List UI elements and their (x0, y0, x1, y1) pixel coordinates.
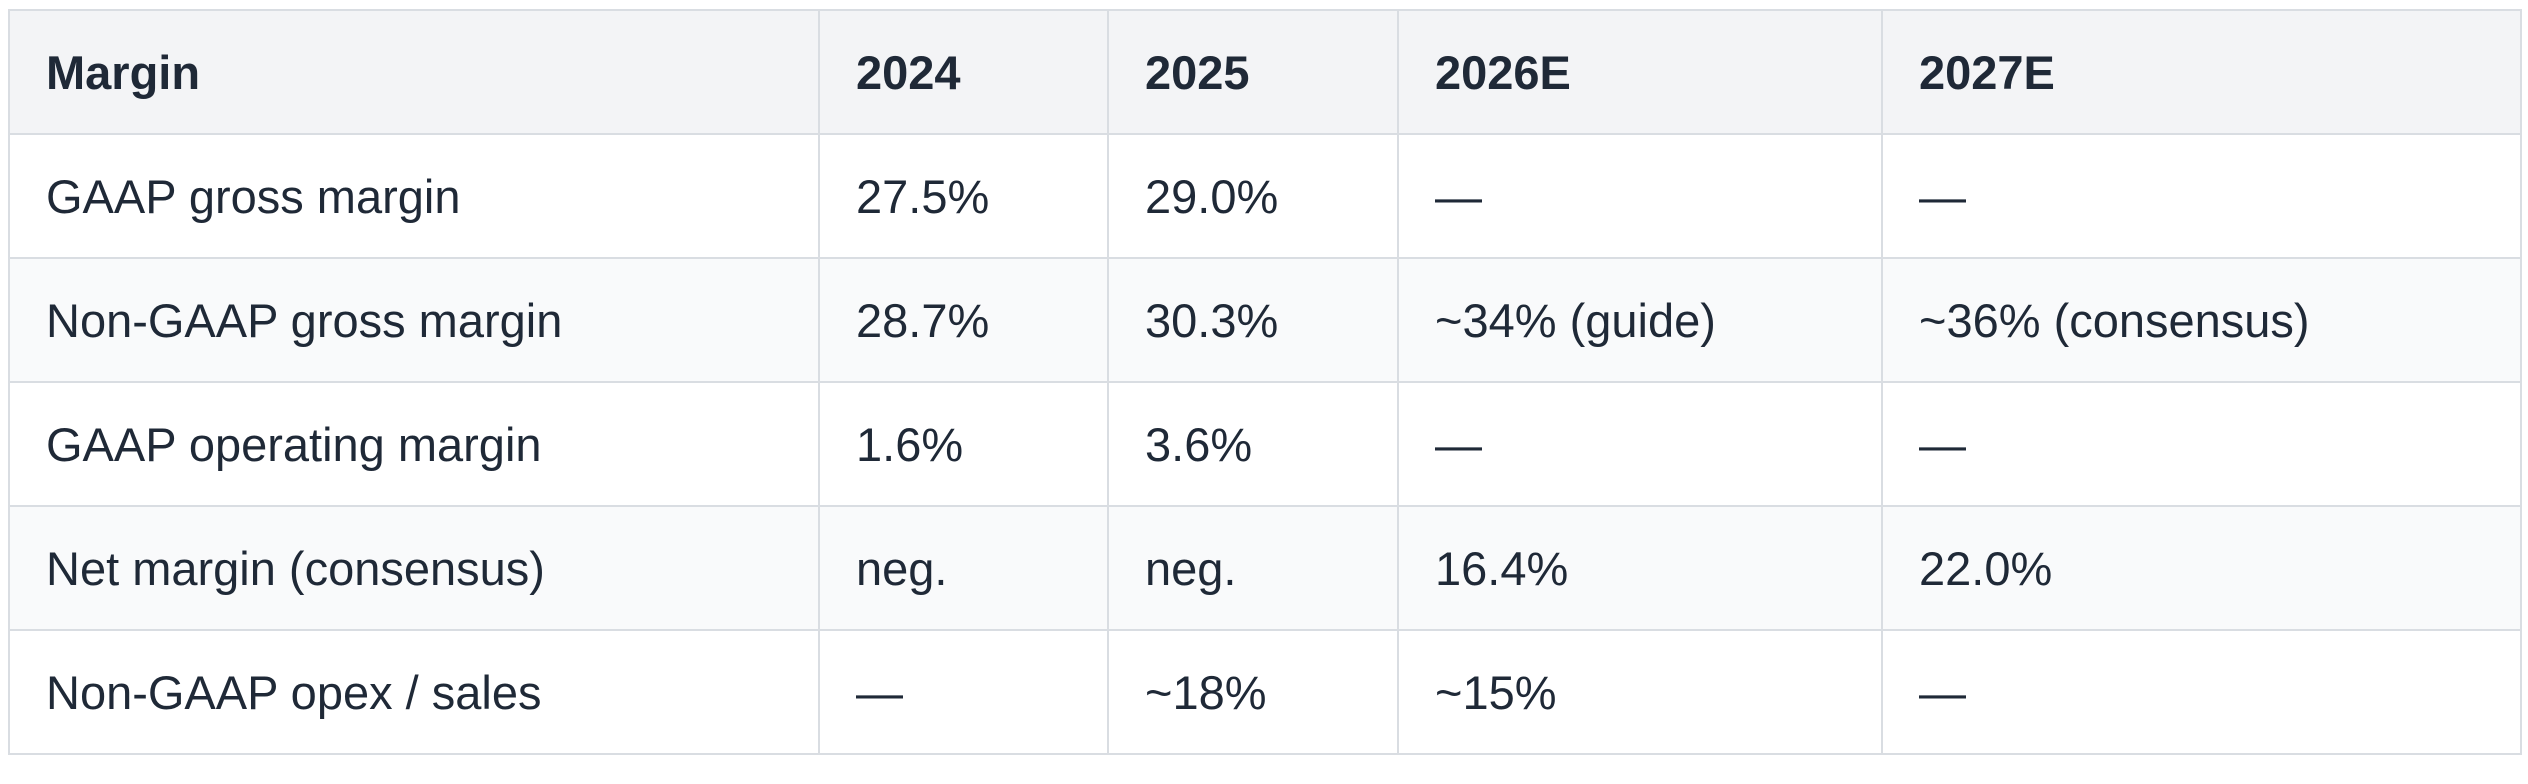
cell-2024: neg. (818, 505, 1109, 631)
row-label: GAAP operating margin (8, 381, 820, 507)
cell-2024: 28.7% (818, 257, 1109, 383)
cell-2027e: ~36% (consensus) (1881, 257, 2522, 383)
header-2027e: 2027E (1881, 9, 2522, 135)
table-row: GAAP gross margin 27.5% 29.0% — — (8, 133, 2522, 259)
header-row: Margin 2024 2025 2026E 2027E (8, 9, 2522, 135)
row-label: Non-GAAP opex / sales (8, 629, 820, 755)
cell-2025: 3.6% (1107, 381, 1399, 507)
margin-table: Margin 2024 2025 2026E 2027E GAAP gross … (8, 9, 2522, 755)
table-row: Non-GAAP gross margin 28.7% 30.3% ~34% (… (8, 257, 2522, 383)
cell-2025: ~18% (1107, 629, 1399, 755)
cell-2026e: — (1397, 133, 1883, 259)
cell-2026e: — (1397, 381, 1883, 507)
cell-2026e: ~15% (1397, 629, 1883, 755)
header-2024: 2024 (818, 9, 1109, 135)
cell-2026e: ~34% (guide) (1397, 257, 1883, 383)
header-2026e: 2026E (1397, 9, 1883, 135)
cell-2027e: — (1881, 381, 2522, 507)
cell-2027e: — (1881, 629, 2522, 755)
table-row: Non-GAAP opex / sales — ~18% ~15% — (8, 629, 2522, 755)
cell-2025: 30.3% (1107, 257, 1399, 383)
cell-2025: 29.0% (1107, 133, 1399, 259)
cell-2027e: — (1881, 133, 2522, 259)
cell-2024: 1.6% (818, 381, 1109, 507)
cell-2025: neg. (1107, 505, 1399, 631)
row-label: GAAP gross margin (8, 133, 820, 259)
row-label: Net margin (consensus) (8, 505, 820, 631)
header-2025: 2025 (1107, 9, 1399, 135)
table-row: GAAP operating margin 1.6% 3.6% — — (8, 381, 2522, 507)
table-row: Net margin (consensus) neg. neg. 16.4% 2… (8, 505, 2522, 631)
cell-2026e: 16.4% (1397, 505, 1883, 631)
cell-2024: — (818, 629, 1109, 755)
cell-2024: 27.5% (818, 133, 1109, 259)
row-label: Non-GAAP gross margin (8, 257, 820, 383)
header-margin: Margin (8, 9, 820, 135)
cell-2027e: 22.0% (1881, 505, 2522, 631)
